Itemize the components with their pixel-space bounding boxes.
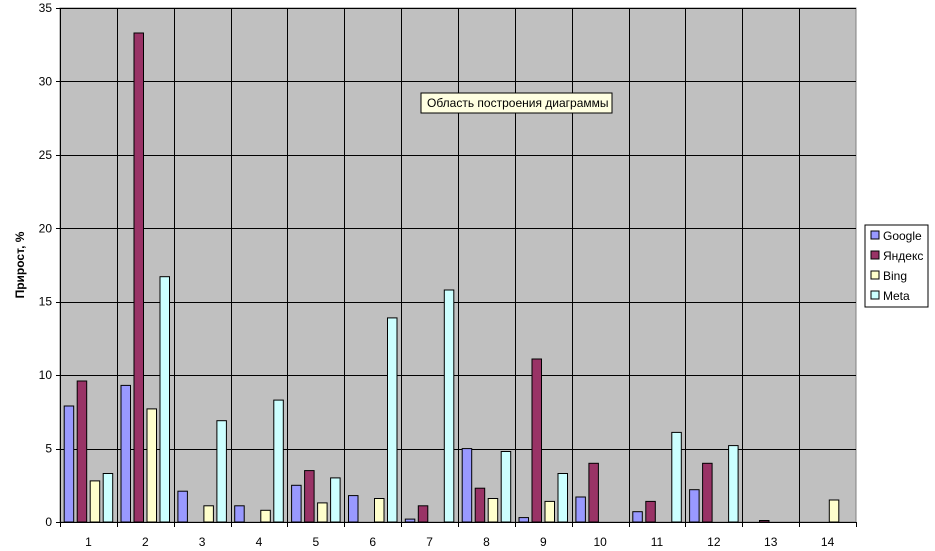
bar-Bing-8[interactable] — [487, 498, 499, 523]
bar-Meta-11[interactable] — [671, 431, 682, 523]
bar-Bing-4[interactable] — [260, 509, 271, 523]
bar-Google-4[interactable] — [234, 505, 245, 523]
bar-Meta-9[interactable] — [557, 473, 568, 523]
x-tick-label: 4 — [256, 535, 263, 549]
x-tick-labels: 1 2 3 4 5 6 7 8 9 10 11 12 13 14 — [85, 535, 834, 549]
y-tick-label: 10 — [39, 368, 53, 382]
bar-Meta-1[interactable] — [102, 473, 114, 523]
y-tick-label: 35 — [39, 1, 53, 15]
bar-Meta-7[interactable] — [443, 289, 455, 523]
bar-Bing-5[interactable] — [317, 502, 328, 523]
legend-swatch-Meta — [870, 290, 880, 300]
bar-Bing-14[interactable] — [828, 499, 840, 523]
bar-Bing-6[interactable] — [374, 498, 385, 523]
y-tick-label: 30 — [39, 74, 53, 88]
y-tick-label: 25 — [39, 148, 53, 162]
bar-Яндекс-5[interactable] — [304, 470, 315, 523]
y-tick-label: 20 — [39, 221, 53, 235]
x-tick-label: 5 — [313, 535, 320, 549]
x-tick-label: 2 — [142, 535, 149, 549]
bar-Яндекс-10[interactable] — [588, 462, 599, 523]
bar-Яндекс-1[interactable] — [76, 380, 88, 523]
bar-Meta-4[interactable] — [273, 399, 284, 523]
x-tick-label: 8 — [483, 535, 490, 549]
bar-Bing-1[interactable] — [89, 480, 101, 523]
bars — [63, 32, 840, 523]
legend-label-Meta: Meta — [883, 289, 910, 303]
bar-Google-8[interactable] — [461, 448, 473, 523]
legend-label-Яндекс: Яндекс — [883, 249, 923, 263]
x-tick-label: 9 — [540, 535, 547, 549]
bar-Яндекс-13[interactable] — [759, 520, 770, 523]
y-axis-label: Прирост, % — [13, 231, 27, 298]
bar-Google-1[interactable] — [63, 405, 75, 523]
bar-Google-12[interactable] — [689, 489, 700, 523]
tooltip: Область построения диаграммы — [420, 92, 613, 114]
bar-Bing-3[interactable] — [203, 505, 214, 523]
bar-Meta-2[interactable] — [159, 276, 170, 523]
legend-label-Google: Google — [883, 229, 922, 243]
bar-Google-11[interactable] — [632, 511, 643, 523]
bar-Google-3[interactable] — [177, 490, 188, 523]
bar-Google-10[interactable] — [575, 496, 586, 523]
tooltip-box — [420, 92, 613, 114]
bar-Meta-3[interactable] — [216, 420, 227, 523]
axes — [56, 8, 857, 527]
x-tick-label: 12 — [707, 535, 721, 549]
bar-Google-6[interactable] — [348, 495, 359, 523]
x-tick-label: 7 — [426, 535, 433, 549]
x-tick-label: 1 — [85, 535, 92, 549]
bar-Яндекс-9[interactable] — [531, 358, 542, 523]
x-tick-label: 13 — [764, 535, 778, 549]
legend: Google Яндекс Bing Meta — [864, 224, 929, 308]
bar-Meta-6[interactable] — [387, 317, 398, 523]
bar-Meta-8[interactable] — [500, 451, 512, 523]
bar-Google-2[interactable] — [120, 384, 131, 523]
y-tick-labels: 0 5 10 15 20 25 30 35 — [39, 1, 53, 529]
x-tick-label: 10 — [593, 535, 607, 549]
bar-Яндекс-12[interactable] — [702, 462, 713, 523]
bar-Meta-12[interactable] — [728, 445, 739, 523]
bar-Google-7[interactable] — [404, 518, 416, 523]
legend-swatch-Bing — [870, 270, 880, 280]
y-tick-label: 15 — [39, 295, 53, 309]
legend-swatch-Google — [870, 230, 880, 240]
bar-Bing-2[interactable] — [146, 408, 157, 523]
bar-Яндекс-2[interactable] — [133, 32, 144, 523]
bar-Яндекс-8[interactable] — [474, 487, 486, 523]
bar-Яндекс-11[interactable] — [645, 500, 656, 523]
x-tick-label: 3 — [199, 535, 206, 549]
x-tick-label: 14 — [821, 535, 835, 549]
tooltip-text: Область построения диаграммы — [427, 96, 609, 110]
y-tick-label: 5 — [45, 442, 52, 456]
legend-swatch-Яндекс — [870, 250, 880, 260]
bar-Bing-9[interactable] — [544, 500, 555, 523]
x-tick-label: 11 — [651, 535, 664, 549]
bar-Meta-5[interactable] — [330, 477, 341, 523]
bar-Google-5[interactable] — [291, 484, 302, 523]
x-tick-label: 6 — [369, 535, 376, 549]
bar-Google-9[interactable] — [518, 517, 529, 523]
y-tick-label: 0 — [45, 515, 52, 529]
legend-label-Bing: Bing — [883, 269, 907, 283]
bar-Яндекс-7[interactable] — [417, 505, 429, 523]
